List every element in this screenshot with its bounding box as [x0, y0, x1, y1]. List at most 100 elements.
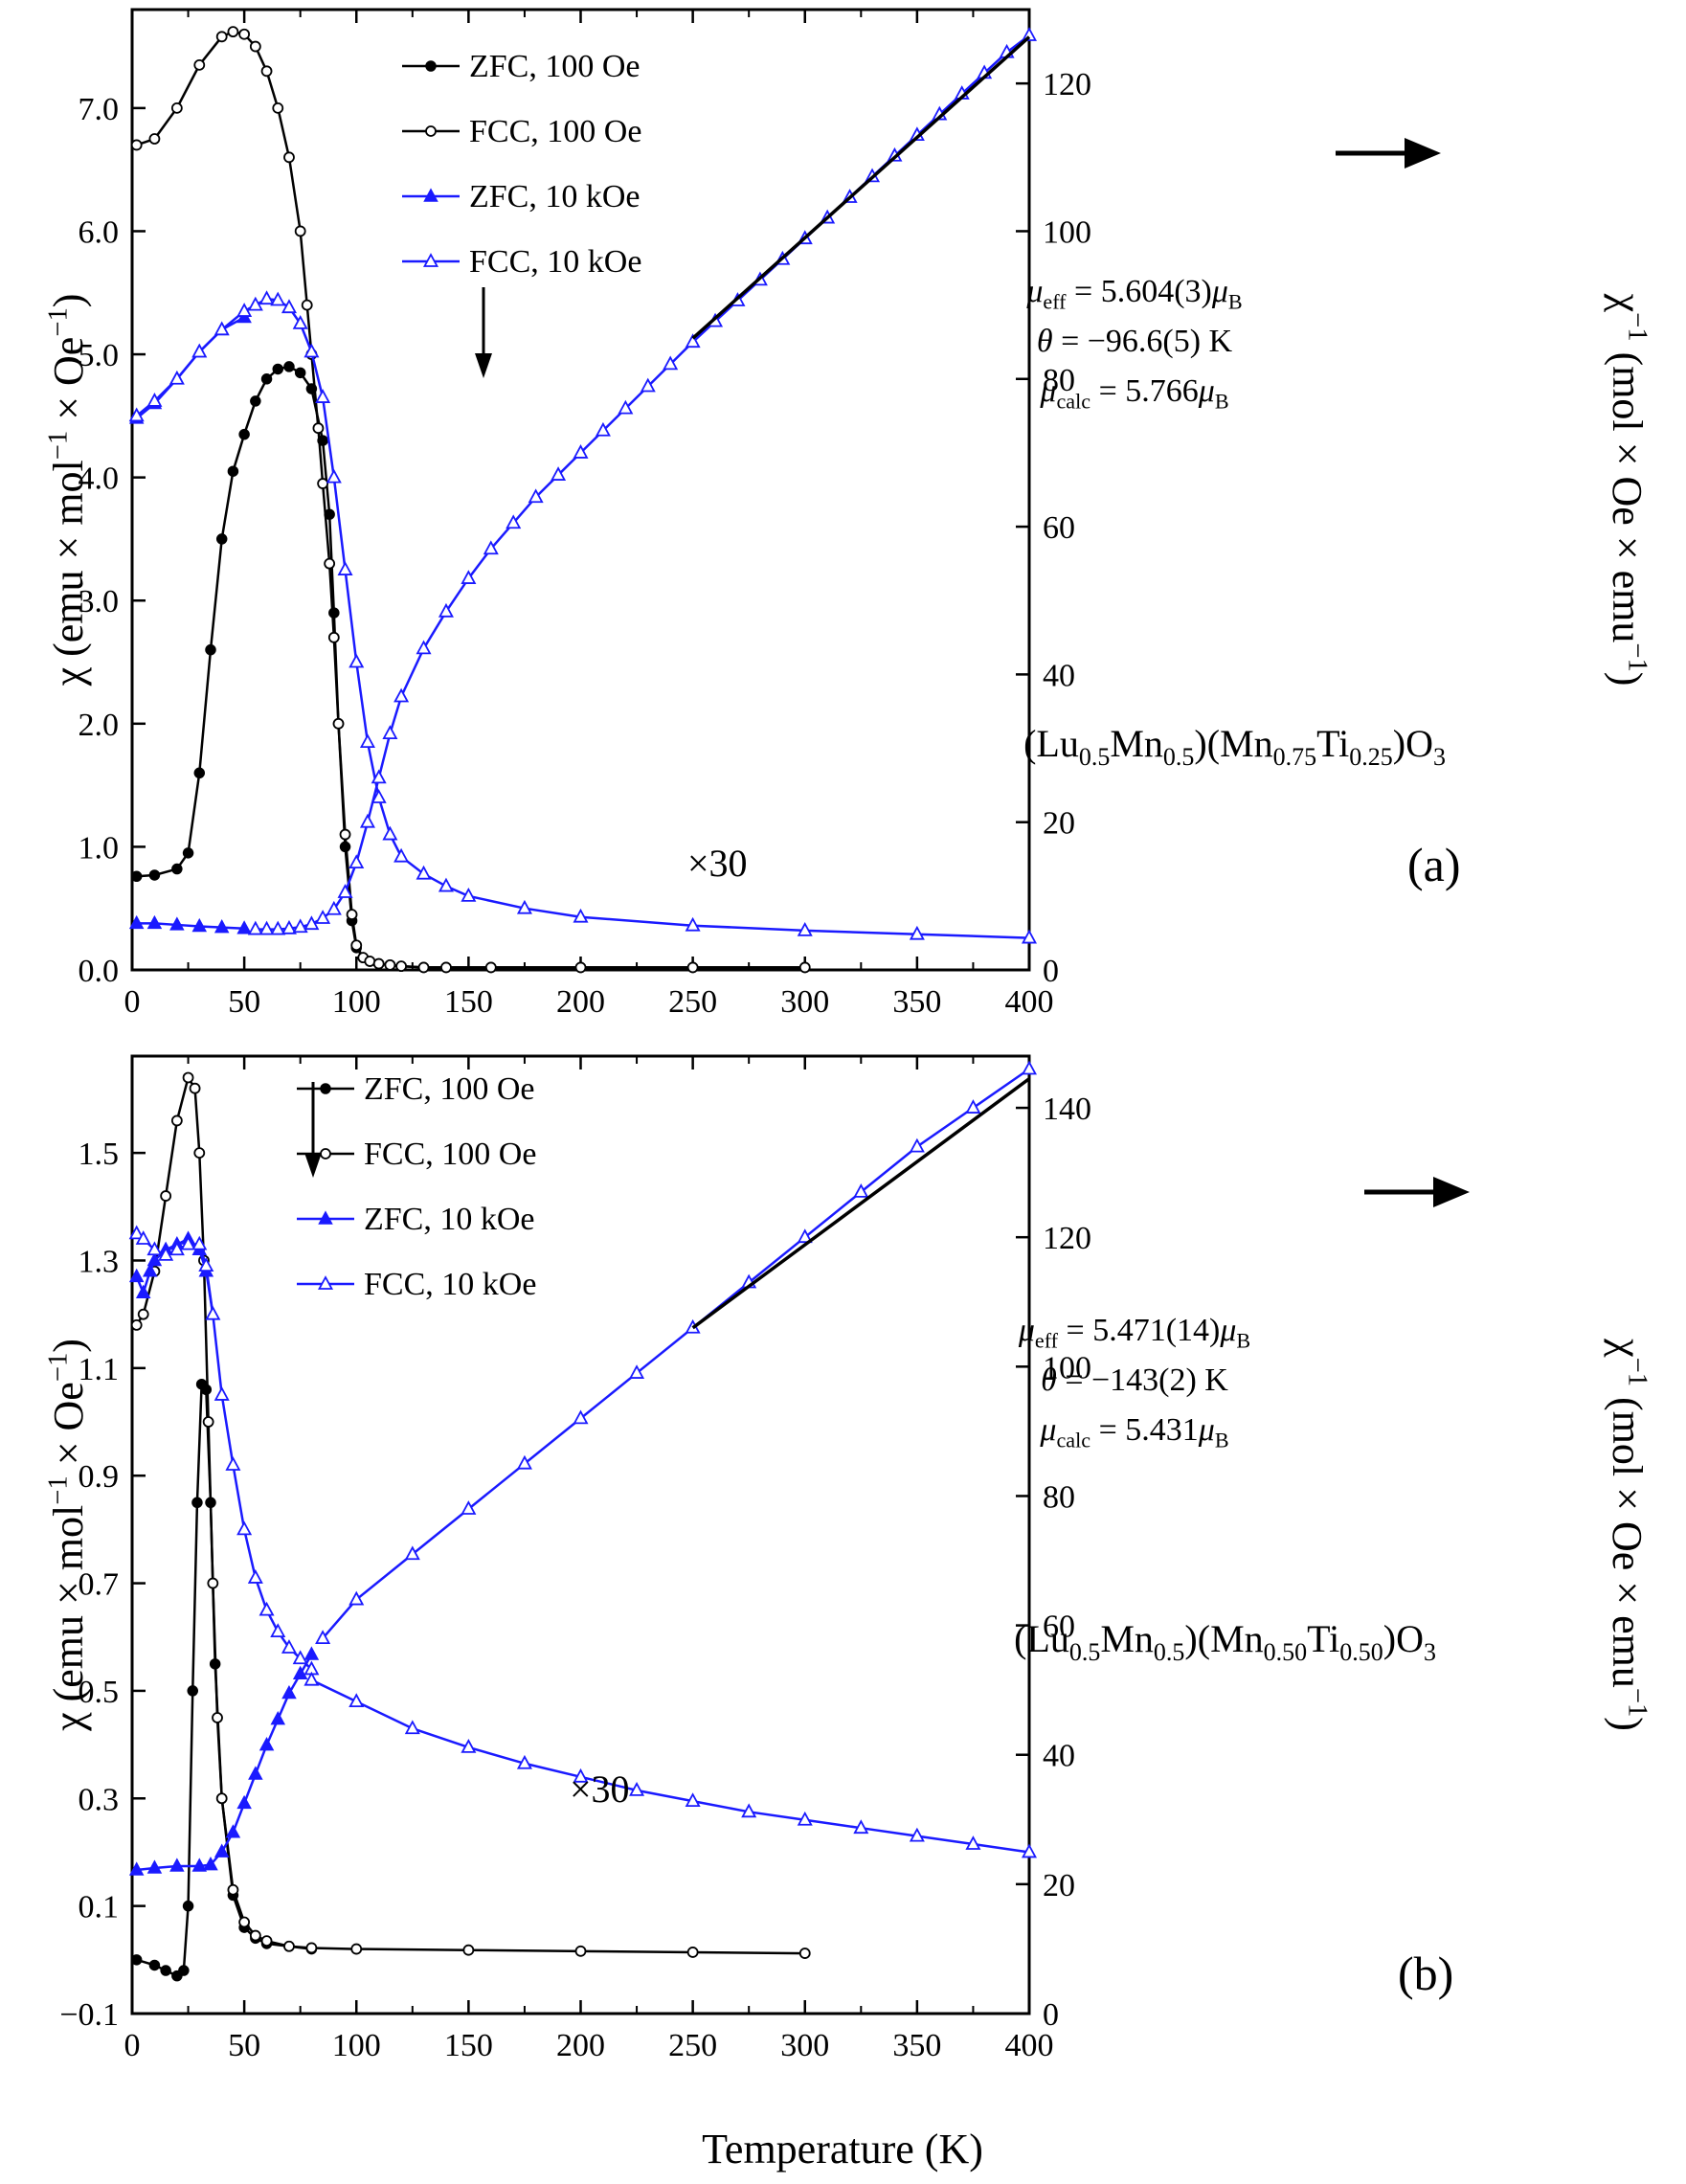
transition-arrow-head [475, 353, 492, 378]
data-point [1021, 27, 1038, 41]
data-point [128, 407, 145, 422]
data-point [260, 65, 273, 78]
data-point [332, 717, 345, 730]
data-point [283, 361, 295, 372]
right-axis-arrow-head [1433, 1177, 1470, 1207]
data-point [193, 58, 206, 71]
data-point [686, 1947, 699, 1958]
data-point [294, 225, 306, 237]
data-point [393, 687, 410, 703]
panel-b: 0 50 100 150 200 250 300 350 400−0.10.10.30.50.7… [43, 1054, 1652, 2063]
data-point [440, 961, 452, 974]
series-line [136, 1381, 312, 1978]
data-point [422, 253, 439, 267]
data-point [169, 916, 185, 931]
data-point [305, 1942, 318, 1954]
data-point [214, 919, 230, 934]
data-point [573, 1767, 589, 1783]
x-tick-label: 100 [332, 984, 381, 1020]
data-point [416, 640, 432, 655]
mu-eff-text-part: eff [1043, 289, 1067, 313]
y-left-tick-label: 5.0 [79, 338, 120, 373]
y-right-axis-label-part: −1 [1623, 1358, 1652, 1386]
series-line [255, 34, 1030, 931]
series-line [691, 35, 1031, 340]
series-zfc-100-oe [130, 1378, 318, 1982]
data-point [685, 916, 701, 932]
data-point [146, 914, 163, 930]
data-point [1021, 1060, 1038, 1075]
data-point [259, 920, 275, 935]
data-point [574, 961, 587, 974]
data-point [303, 1646, 320, 1660]
y-right-axis-label-part: (mol × Oe × emu [1604, 342, 1651, 643]
data-point [438, 602, 454, 618]
data-point [135, 1284, 151, 1298]
panel-label: (b) [1398, 1947, 1453, 2000]
compound-formula-part: 0.25 [1349, 743, 1393, 771]
data-point [182, 1900, 194, 1912]
data-point [146, 393, 163, 407]
data-point [238, 428, 250, 440]
data-point [364, 956, 376, 967]
series-line [135, 1232, 313, 1671]
y-right-axis-label-part: −1 [1623, 1688, 1652, 1717]
data-point [797, 1228, 813, 1244]
data-point [225, 1456, 241, 1471]
data-point [425, 60, 437, 72]
data-point [247, 1569, 263, 1584]
data-point [404, 1545, 420, 1561]
data-point [146, 1241, 163, 1256]
data-point [629, 1364, 645, 1379]
compound-formula-part: Mn [1100, 1617, 1154, 1660]
x-tick-label: 150 [444, 984, 493, 1020]
data-point [317, 478, 329, 489]
data-point [315, 389, 331, 403]
data-point [281, 1639, 297, 1654]
data-point [191, 1497, 203, 1509]
data-point [337, 561, 353, 575]
theta-text-part: θ [1037, 324, 1053, 359]
data-point [371, 789, 387, 803]
series-line [322, 1068, 1030, 1639]
y-left-axis-label-part: × Oe [45, 337, 92, 431]
mu-eff-text-part: eff [1035, 1328, 1059, 1352]
mu-eff-text-part: μ [1219, 1313, 1236, 1348]
data-point [303, 343, 320, 358]
data-point [384, 958, 396, 971]
data-point [663, 355, 679, 371]
data-point [249, 1929, 261, 1942]
data-point [312, 422, 325, 435]
y-right-tick-label: 60 [1043, 510, 1075, 546]
multiplier-label: ×30 [687, 842, 748, 885]
compound-formula-part: 0.50 [1339, 1638, 1383, 1666]
data-point [798, 961, 811, 974]
data-point [191, 1235, 208, 1250]
data-point [348, 854, 365, 869]
data-point [516, 1754, 532, 1769]
legend: ZFC, 100 Oe FCC, 100 Oe ZFC, 10 kOe FCC, 10… [297, 1071, 536, 1302]
data-point [339, 828, 351, 841]
compound-formula-part: 0.5 [1163, 743, 1195, 771]
data-point [180, 1235, 196, 1250]
y-left-tick-label: 4.0 [79, 462, 120, 497]
mu-calc-text: μcalc = 5.766μB [1039, 373, 1228, 413]
data-point [236, 1794, 252, 1810]
data-point [272, 101, 284, 114]
series-fcc-10-koe-inverse- [315, 1060, 1038, 1645]
data-point [797, 921, 813, 936]
data-point [225, 1824, 241, 1838]
data-point [416, 865, 432, 880]
y-right-tick-label: 40 [1043, 658, 1075, 693]
data-point [272, 363, 284, 375]
data-point [382, 725, 398, 740]
data-point [484, 961, 497, 974]
y-left-axis-label-part: −1 [43, 1475, 73, 1504]
data-point [215, 31, 228, 43]
data-point [178, 1965, 190, 1976]
x-tick-label: 250 [668, 2028, 717, 2063]
compound-formula-part: Mn [1110, 722, 1163, 765]
y-left-tick-label: 0.0 [79, 954, 120, 989]
y-right-tick-label: 140 [1043, 1092, 1091, 1127]
data-point [573, 1409, 589, 1425]
